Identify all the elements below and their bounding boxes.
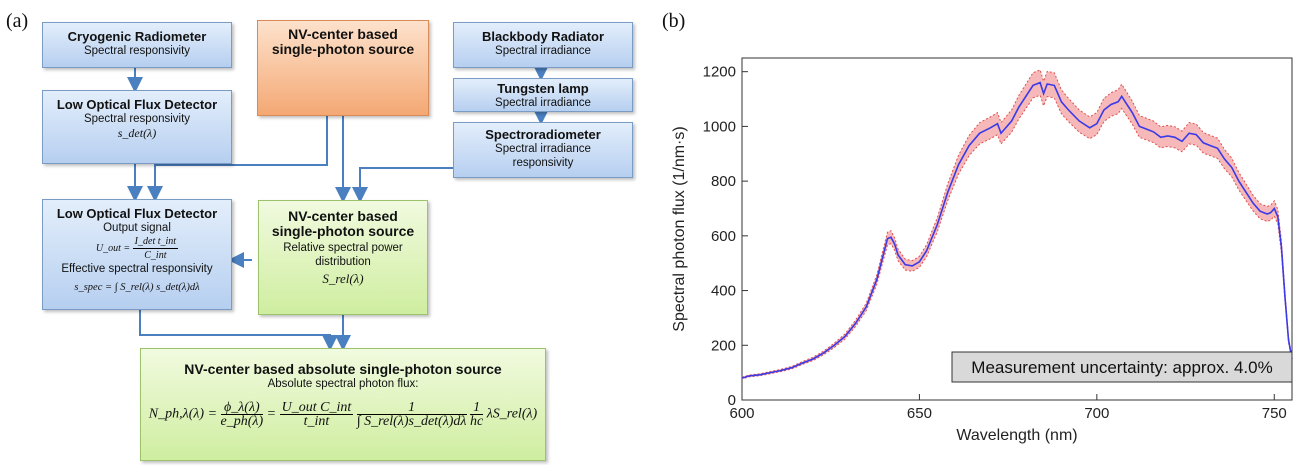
- y-tick-label: 1000: [703, 118, 736, 135]
- eq-tail: λS_rel(λ): [486, 406, 538, 422]
- tungsten-lamp-box: Tungsten lamp Spectral irradiance: [453, 78, 633, 112]
- annotation-text: Measurement uncertainty: approx. 4.0%: [971, 358, 1272, 377]
- y-tick-label: 0: [728, 392, 736, 409]
- box-title: Low Optical Flux Detector: [56, 97, 218, 112]
- box-subtitle: Spectral responsivity: [83, 113, 191, 125]
- box-title: Low Optical Flux Detector: [56, 206, 218, 221]
- y-tick-label: 1200: [703, 64, 736, 81]
- eq-denominator: e_ph(λ): [220, 414, 264, 429]
- box-title-line1: NV-center based: [288, 26, 398, 42]
- box-title-line2: single-photon source: [271, 41, 415, 57]
- y-tick-label: 600: [711, 228, 736, 245]
- y-tick-label: 400: [711, 283, 736, 300]
- box-subtitle-1: Spectral irradiance: [495, 143, 591, 155]
- eq-denominator: C_int: [144, 250, 167, 261]
- spectral-flux-chart: 0 200 400 600 800 1000 1200 600 650 700 750 Wavelen…: [671, 57, 1293, 444]
- x-tick-label: 650: [907, 405, 932, 422]
- panel-b-label: (b): [662, 10, 686, 32]
- x-tick-label: 600: [729, 405, 754, 422]
- effective-responsivity-equation: s_spec = ∫ S_rel(λ) s_det(λ)dλ: [74, 282, 200, 293]
- flux-series-line: [741, 81, 1293, 379]
- box-subtitle: Absolute spectral photon flux:: [267, 378, 419, 390]
- box-title: Tungsten lamp: [497, 81, 589, 96]
- low-optical-flux-detector-box-2: Low Optical Flux Detector Output signal …: [42, 199, 232, 310]
- eq-fraction-4: 1 hc: [470, 401, 484, 429]
- absolute-source-box: NV-center based absolute single-photon s…: [140, 348, 546, 461]
- eq-fraction-3: 1 ∫ S_rel(λ)s_det(λ)dλ: [356, 401, 467, 429]
- nv-source-top-box: NV-center based single-photon source: [257, 20, 429, 116]
- eq-lhs: N_ph,λ(λ) =: [148, 406, 218, 422]
- y-axis-label: Spectral photon flux (1/nm·s): [671, 126, 688, 331]
- box-subtitle: Output signal: [103, 222, 171, 234]
- box-subtitle-1: Relative spectral power: [283, 242, 403, 254]
- eq-lhs: U_out =: [95, 242, 131, 254]
- box-title-line2: single-photon source: [271, 223, 415, 239]
- output-signal-equation: U_out = I_det t_int C_int: [43, 235, 231, 262]
- eq-numerator: 1: [356, 401, 467, 415]
- box-subtitle-2: Effective spectral responsivity: [61, 263, 213, 275]
- uncertainty-band: [742, 69, 1292, 380]
- eq-denominator: ∫ S_rel(λ)s_det(λ)dλ: [356, 414, 467, 429]
- box-subtitle: Spectral responsivity: [83, 45, 191, 57]
- eq-denominator: hc: [470, 414, 484, 429]
- eq-fraction-1: ϕ_λ(λ) e_ph(λ): [220, 401, 264, 429]
- eq-numerator: I_det t_int: [132, 236, 179, 249]
- eq-equals: =: [266, 406, 277, 422]
- spectroradiometer-box: Spectroradiometer Spectral irradiance re…: [453, 122, 633, 178]
- eq-fraction-2: U_out C_int t_int: [279, 400, 354, 429]
- y-tick-label: 800: [711, 173, 736, 190]
- box-title: Blackbody Radiator: [481, 29, 605, 44]
- box-subtitle-2: responsivity: [512, 157, 574, 169]
- eq-denominator: t_int: [303, 414, 330, 429]
- eq-numerator: ϕ_λ(λ): [220, 401, 264, 415]
- box-subtitle-2: distribution: [315, 256, 371, 268]
- upper-bound-line: [741, 69, 1293, 378]
- x-tick-label: 700: [1084, 405, 1109, 422]
- lower-bound-line: [741, 94, 1293, 380]
- nv-source-mid-box: NV-center based single-photon source Rel…: [258, 200, 428, 315]
- panel-a-label: (a): [6, 10, 29, 32]
- eq-fraction: I_det t_int C_int: [132, 235, 179, 262]
- box-title: NV-center based absolute single-photon s…: [184, 361, 502, 377]
- x-axis-label: Wavelength (nm): [956, 427, 1077, 444]
- box-subtitle: Spectral irradiance: [495, 45, 591, 57]
- blackbody-radiator-box: Blackbody Radiator Spectral irradiance: [453, 22, 633, 68]
- box-math: S_rel(λ): [322, 271, 364, 286]
- box-title-line1: NV-center based: [288, 208, 398, 224]
- low-optical-flux-detector-box-1: Low Optical Flux Detector Spectral respo…: [42, 90, 232, 164]
- cryogenic-radiometer-box: Cryogenic Radiometer Spectral responsivi…: [42, 22, 232, 68]
- box-subtitle: Spectral irradiance: [495, 97, 591, 109]
- eq-numerator: U_out C_int: [279, 400, 354, 415]
- box-title: Spectroradiometer: [485, 127, 601, 142]
- box-title: Cryogenic Radiometer: [67, 29, 207, 44]
- annotation-box: [951, 351, 1293, 383]
- plot-frame: [741, 57, 1293, 401]
- eq-numerator: 1: [470, 401, 484, 415]
- box-math: s_det(λ): [117, 126, 157, 140]
- x-tick-label: 750: [1262, 405, 1287, 422]
- absolute-flux-equation: N_ph,λ(λ) = ϕ_λ(λ) e_ph(λ) = U_out C_int…: [141, 400, 545, 429]
- y-tick-label: 200: [711, 337, 736, 354]
